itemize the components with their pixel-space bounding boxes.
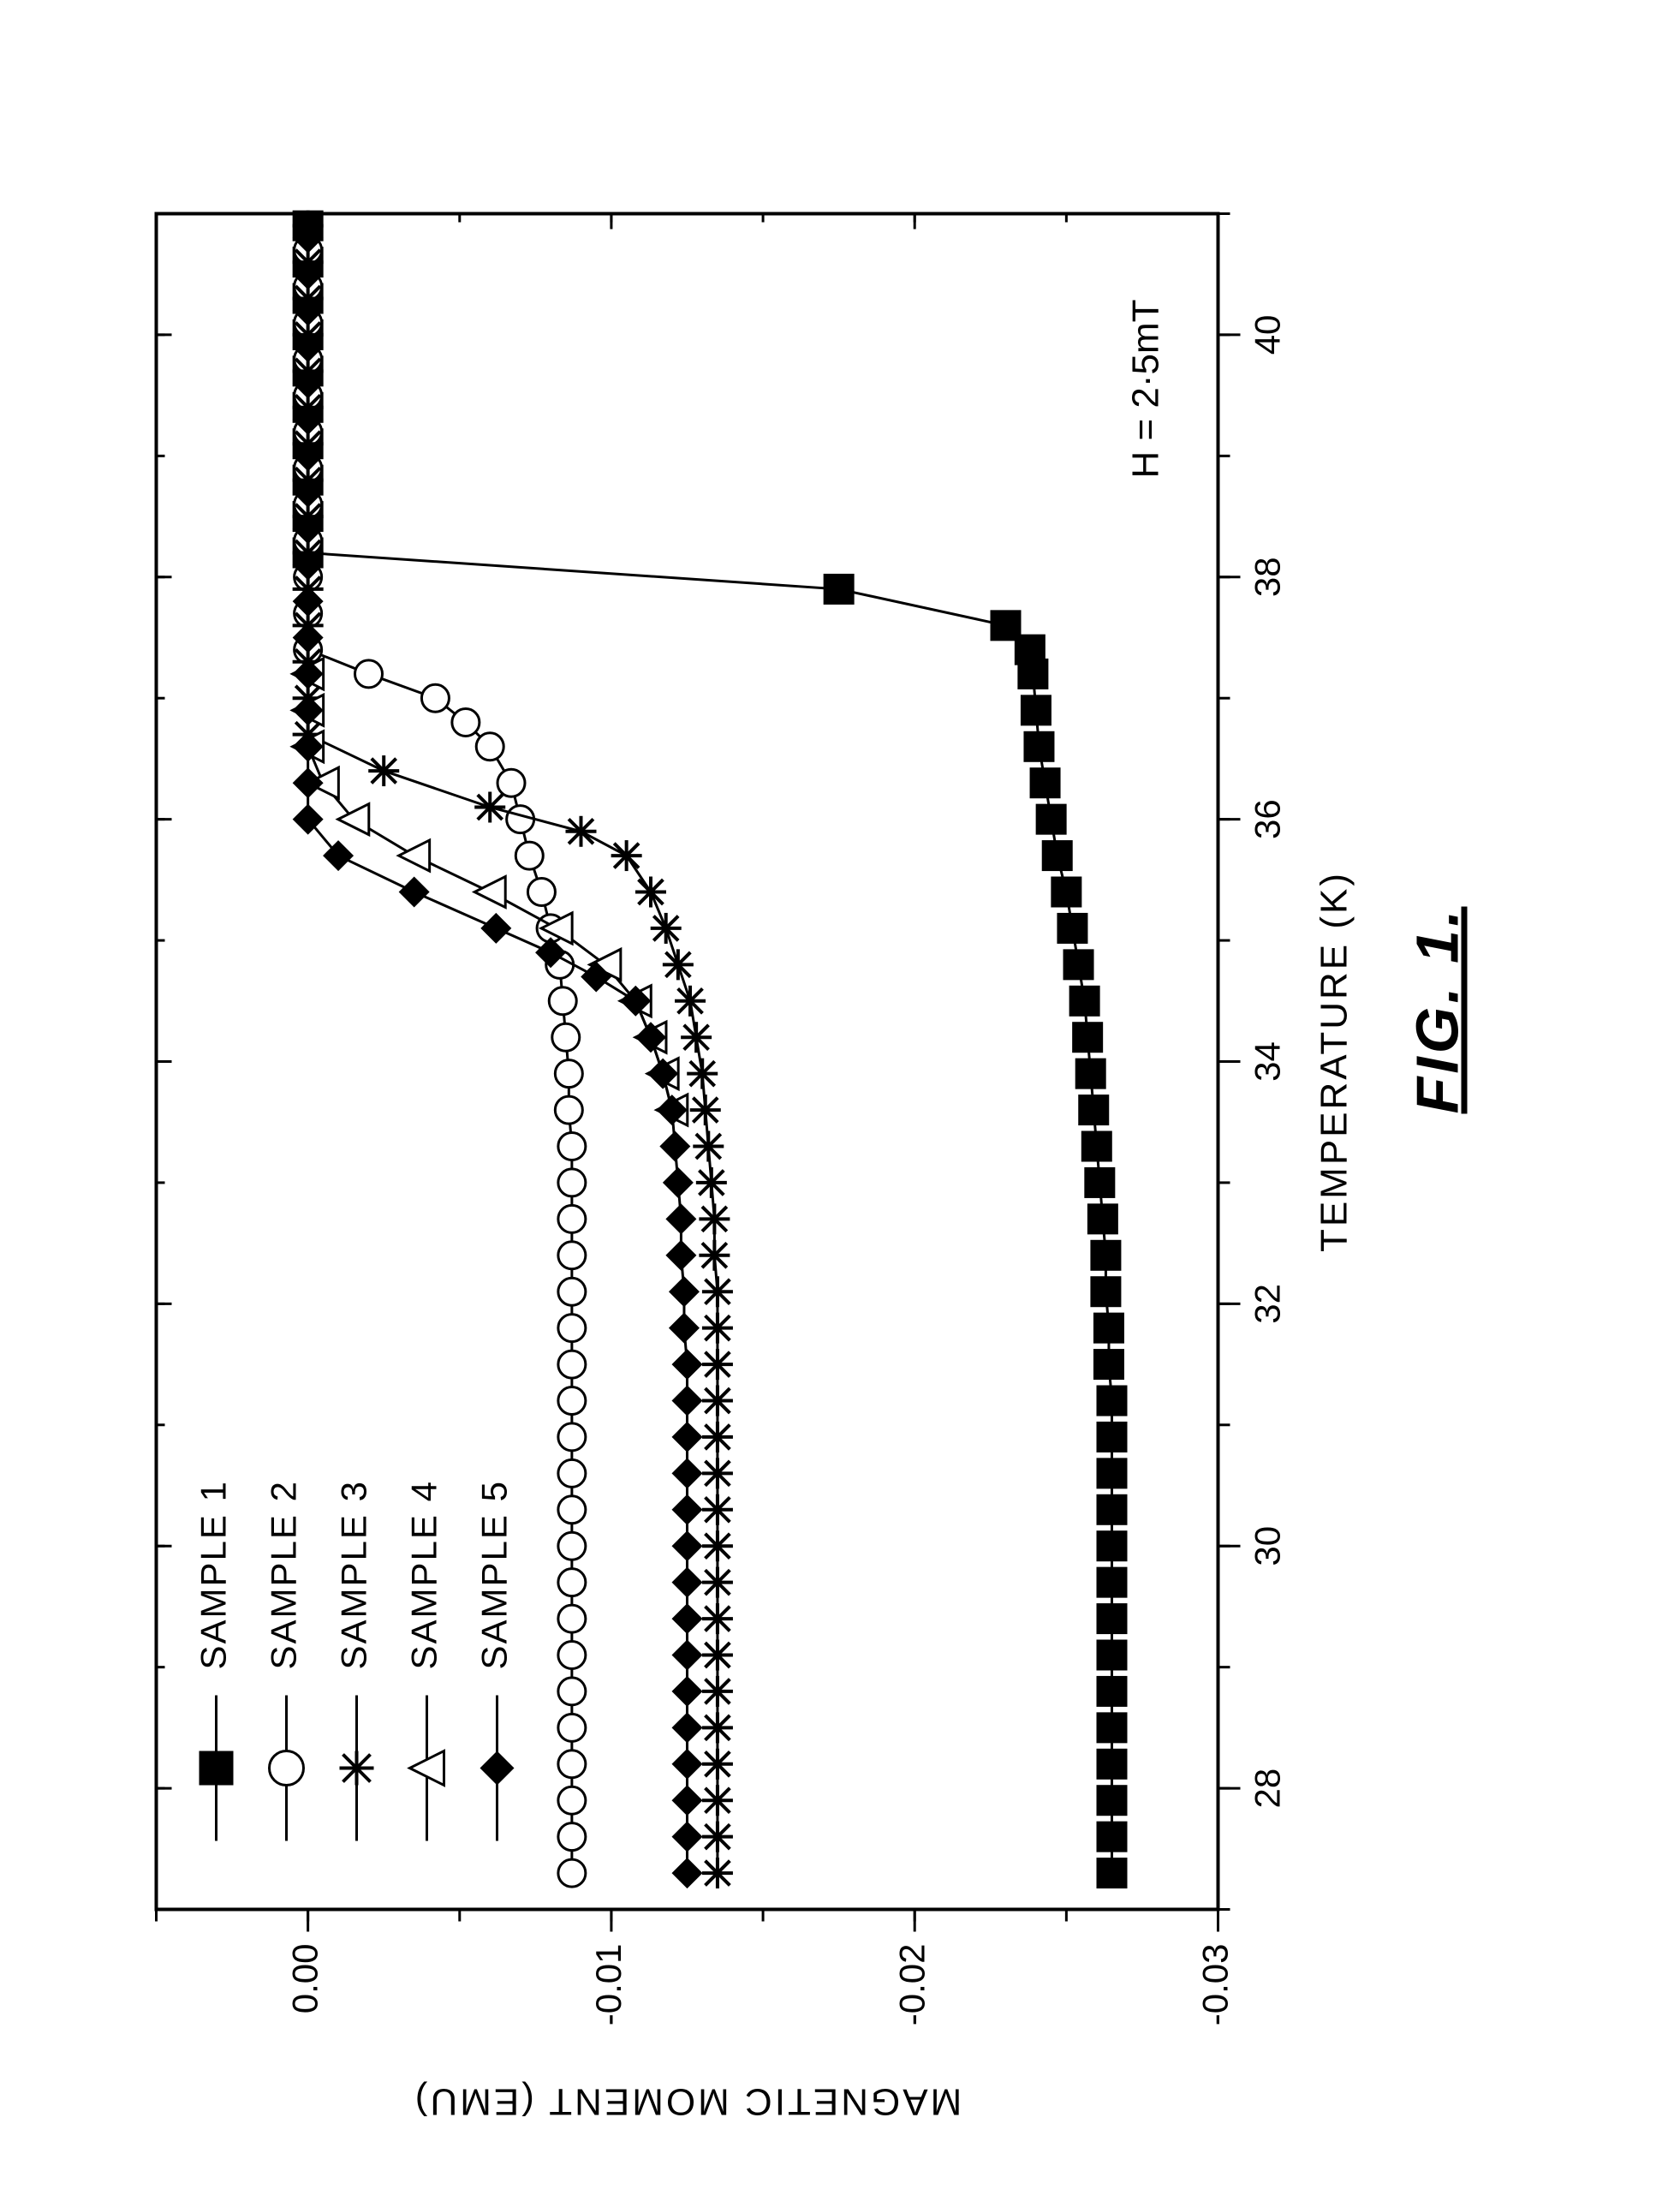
moment-tick-label: -0.03 <box>1195 1944 1236 2026</box>
legend-label: SAMPLE 4 <box>404 1480 444 1669</box>
series-sample4 <box>293 659 688 1125</box>
temp-tick-label: 38 <box>1248 557 1288 597</box>
moment-tick-label: -0.01 <box>588 1944 629 2026</box>
moment-tick-label: 0.00 <box>285 1944 325 2014</box>
chart: 0.00 -0.01 -0.02 -0.03 28 30 32 34 36 38 40 TEMPERA… <box>0 0 1680 2207</box>
figure-label: FIG. 1. <box>1404 907 1471 1114</box>
legend-label: SAMPLE 2 <box>264 1480 304 1669</box>
y-axis-label: MAGNETIC MOMENT (EMU) <box>413 2081 962 2123</box>
moment-tick-label: -0.02 <box>891 1944 932 2026</box>
x-axis-label: TEMPERATURE (K) <box>1314 871 1355 1252</box>
legend-label: SAMPLE 5 <box>474 1480 515 1669</box>
legend: SAMPLE 1 SAMPLE 2 SAMPLE 3 SAMPLE 4 SAMPLE 5 <box>194 1480 515 1840</box>
temp-tick-label: 32 <box>1248 1284 1288 1324</box>
temp-tick-label: 30 <box>1248 1526 1288 1566</box>
legend-label: SAMPLE 3 <box>334 1480 374 1669</box>
legend-label: SAMPLE 1 <box>194 1480 234 1669</box>
temp-tick-label: 40 <box>1248 315 1288 355</box>
field-annotation: H = 2·5mT <box>1125 300 1167 479</box>
temp-tick-label: 34 <box>1248 1041 1288 1082</box>
temp-tick-label: 28 <box>1248 1769 1288 1809</box>
temp-tick-label: 36 <box>1248 799 1288 839</box>
